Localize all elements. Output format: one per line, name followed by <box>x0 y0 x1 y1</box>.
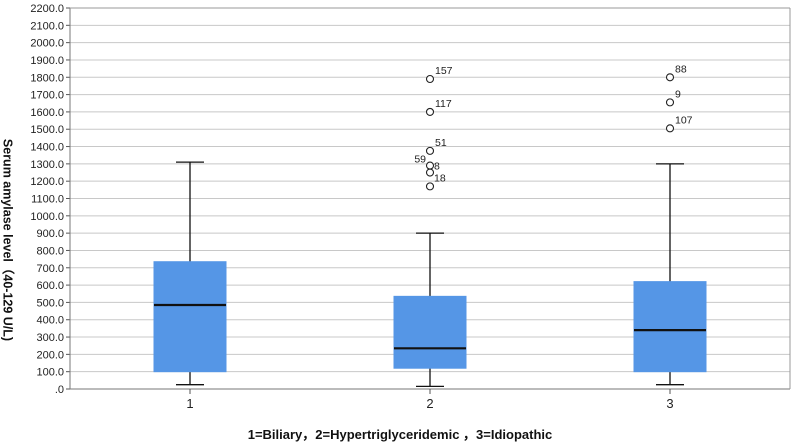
outlier-point <box>665 98 675 107</box>
box-iqr <box>393 295 467 369</box>
outlier-label: 59 <box>414 154 426 166</box>
x-tick-label: 2 <box>426 396 433 411</box>
y-tick-label: 2200.0 <box>30 3 64 15</box>
y-tick-label: 1100.0 <box>31 194 64 206</box>
y-tick-label: 1400.0 <box>30 142 64 154</box>
y-tick-label: 1800.0 <box>30 72 64 84</box>
y-tick-label: 1500.0 <box>30 124 64 136</box>
y-tick-label: 100.0 <box>36 367 64 379</box>
x-tick-label: 1 <box>186 396 193 411</box>
box-iqr <box>633 281 707 373</box>
y-tick-label: 1700.0 <box>30 90 64 102</box>
outlier-point <box>665 124 675 133</box>
outlier-label: 157 <box>435 65 453 77</box>
outlier-point <box>425 161 435 170</box>
y-tick-label: 500.0 <box>36 297 64 309</box>
outlier-label: 8 <box>434 161 440 173</box>
y-tick-label: 200.0 <box>36 349 64 361</box>
y-tick-label: 1600.0 <box>30 107 64 119</box>
y-tick-label: 1900.0 <box>30 55 64 67</box>
outlier-label: 117 <box>435 98 452 110</box>
y-tick-label: .0 <box>55 384 64 396</box>
y-tick-label: 2000.0 <box>30 38 64 50</box>
y-axis-label: Serum amylase level（40-129 U/L) <box>0 138 15 342</box>
outlier-label: 107 <box>675 114 693 126</box>
y-tick-label: 1300.0 <box>30 159 64 171</box>
y-tick-label: 900.0 <box>36 228 64 240</box>
y-tick-label: 300.0 <box>36 332 64 344</box>
outlier-label: 18 <box>434 172 446 184</box>
outlier-point <box>425 182 435 191</box>
y-tick-label: 2100.0 <box>30 20 64 32</box>
outlier-label: 51 <box>435 137 447 149</box>
outlier-point <box>425 107 435 116</box>
box-iqr <box>153 261 227 373</box>
x-tick-label: 3 <box>666 396 673 411</box>
outlier-point <box>425 146 435 155</box>
outlier-point <box>425 74 435 84</box>
outlier-point <box>665 73 675 82</box>
y-tick-label: 1000.0 <box>30 211 64 223</box>
outlier-point <box>425 168 435 177</box>
x-axis-label: 1=Biliary，2=Hypertriglyceridemic ，3=Idio… <box>247 427 553 442</box>
y-tick-label: 400.0 <box>36 315 64 327</box>
outlier-label: 88 <box>675 63 687 75</box>
y-tick-label: 700.0 <box>36 263 64 275</box>
y-tick-label: 1200.0 <box>30 176 64 188</box>
y-tick-label: 800.0 <box>36 245 64 257</box>
outlier-label: 9 <box>675 88 681 100</box>
y-tick-label: 600.0 <box>36 280 64 292</box>
